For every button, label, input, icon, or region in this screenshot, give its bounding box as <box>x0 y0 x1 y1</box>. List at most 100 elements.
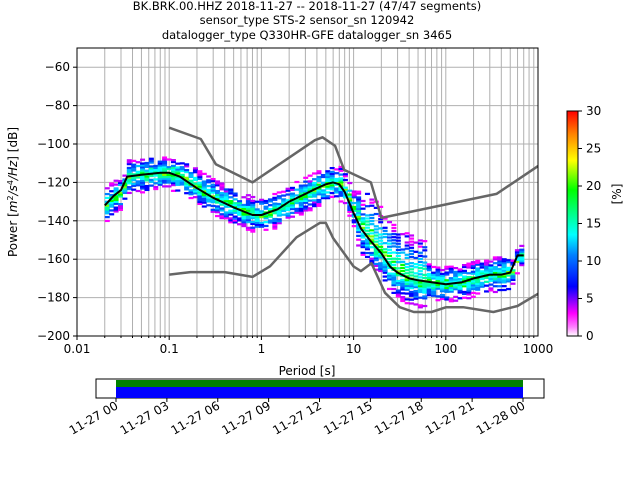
time-tick-label: 11-27 09 <box>219 398 273 437</box>
heatmap-cell <box>413 256 419 260</box>
heatmap-cell <box>466 283 472 286</box>
heatmap-cell <box>457 291 463 294</box>
heatmap-cell <box>192 176 198 180</box>
heatmap-cell <box>162 164 168 167</box>
heatmap-cell <box>276 218 282 221</box>
heatmap-cell <box>153 182 159 185</box>
heatmap-cell <box>144 179 150 182</box>
heatmap-cell <box>431 294 437 297</box>
heatmap-cell <box>395 267 401 270</box>
heatmap-cell <box>387 245 393 248</box>
heatmap-cell <box>298 192 304 195</box>
heatmap-cell <box>241 207 247 210</box>
heatmap-cell <box>514 260 520 263</box>
heatmap-cell <box>188 171 194 175</box>
heatmap-cell <box>510 274 516 278</box>
heatmap-cell <box>356 209 362 213</box>
heatmap-cell <box>210 177 216 181</box>
heatmap-cell <box>378 262 384 265</box>
heatmap-cell <box>400 292 406 295</box>
heatmap-cell <box>395 261 401 264</box>
heatmap-cell <box>382 262 388 265</box>
heatmap-cell <box>170 174 176 177</box>
heatmap-cell <box>223 199 229 203</box>
heatmap-cell <box>140 177 146 181</box>
heatmap-cell <box>272 225 278 228</box>
y-tick-label: −180 <box>37 291 70 305</box>
heatmap-cell <box>179 179 185 182</box>
heatmap-cell <box>250 220 256 224</box>
heatmap-cell <box>215 182 221 185</box>
heatmap-cell <box>113 206 119 209</box>
heatmap-cell <box>448 280 454 284</box>
heatmap-cell <box>184 170 190 174</box>
heatmap-cell <box>223 213 229 216</box>
heatmap-cell <box>294 198 300 201</box>
heatmap-cell <box>329 170 335 174</box>
heatmap-cell <box>285 187 291 190</box>
heatmap-cell <box>307 186 313 189</box>
heatmap-cell <box>466 275 472 279</box>
heatmap-cell <box>369 246 375 249</box>
time-tick-label: 11-27 12 <box>270 398 324 437</box>
heatmap-cell <box>272 196 278 199</box>
heatmap-cell <box>413 286 419 289</box>
heatmap-cell <box>210 191 216 194</box>
heatmap-cell <box>122 174 128 177</box>
heatmap-cell <box>316 177 322 181</box>
heatmap-cell <box>312 193 318 196</box>
heatmap-cell <box>356 192 362 195</box>
heatmap-cell <box>457 279 463 283</box>
heatmap-cell <box>245 197 251 201</box>
heatmap-cell <box>223 196 229 199</box>
heatmap-cell <box>303 176 309 179</box>
heatmap-cell <box>307 195 313 198</box>
heatmap-cell <box>325 187 331 190</box>
heatmap-cell <box>135 164 141 168</box>
heatmap-cell <box>369 204 375 207</box>
heatmap-cell <box>409 246 415 249</box>
heatmap-cell <box>219 217 225 220</box>
heatmap-cell <box>417 267 423 270</box>
heatmap-cell <box>197 197 203 200</box>
heatmap-cell <box>303 197 309 201</box>
heatmap-cell <box>312 204 318 208</box>
heatmap-cell <box>312 201 318 204</box>
heatmap-cell <box>285 214 291 217</box>
heatmap-cell <box>162 181 168 184</box>
heatmap-cell <box>122 186 128 189</box>
heatmap-cell <box>435 270 441 273</box>
heatmap-cell <box>409 271 415 274</box>
heatmap-cell <box>113 202 119 205</box>
heatmap-cell <box>170 160 176 164</box>
heatmap-cell <box>404 302 410 305</box>
heatmap-cell <box>228 196 234 199</box>
heatmap-cell <box>506 280 512 283</box>
chart-title-line-3: datalogger_type Q330HR-GFE datalogger_sn… <box>161 28 453 42</box>
heatmap-cell <box>439 290 445 293</box>
heatmap-cell <box>197 198 203 202</box>
heatmap-cell <box>417 245 423 248</box>
heatmap-cell <box>241 213 247 216</box>
heatmap-cell <box>267 200 273 203</box>
heatmap-cell <box>320 173 326 177</box>
heatmap-cell <box>228 201 234 205</box>
heatmap-cell <box>157 164 163 167</box>
heatmap-cell <box>435 266 441 269</box>
heatmap-cell <box>175 168 181 171</box>
heatmap-cell <box>475 271 481 274</box>
heatmap-cell <box>470 291 476 295</box>
heatmap-cell <box>510 259 516 262</box>
heatmap-cell <box>417 254 423 257</box>
time-tick-label: 11-27 21 <box>423 398 477 437</box>
heatmap-cell <box>312 172 318 175</box>
heatmap-cell <box>373 240 379 243</box>
heatmap-cell <box>457 270 463 273</box>
heatmap-cell <box>475 286 481 289</box>
heatmap-cell <box>484 269 490 272</box>
heatmap-cell <box>285 206 291 210</box>
heatmap-cell <box>188 191 194 194</box>
heatmap-cell <box>303 209 309 212</box>
heatmap-cell <box>316 200 322 204</box>
heatmap-cell <box>197 181 203 184</box>
